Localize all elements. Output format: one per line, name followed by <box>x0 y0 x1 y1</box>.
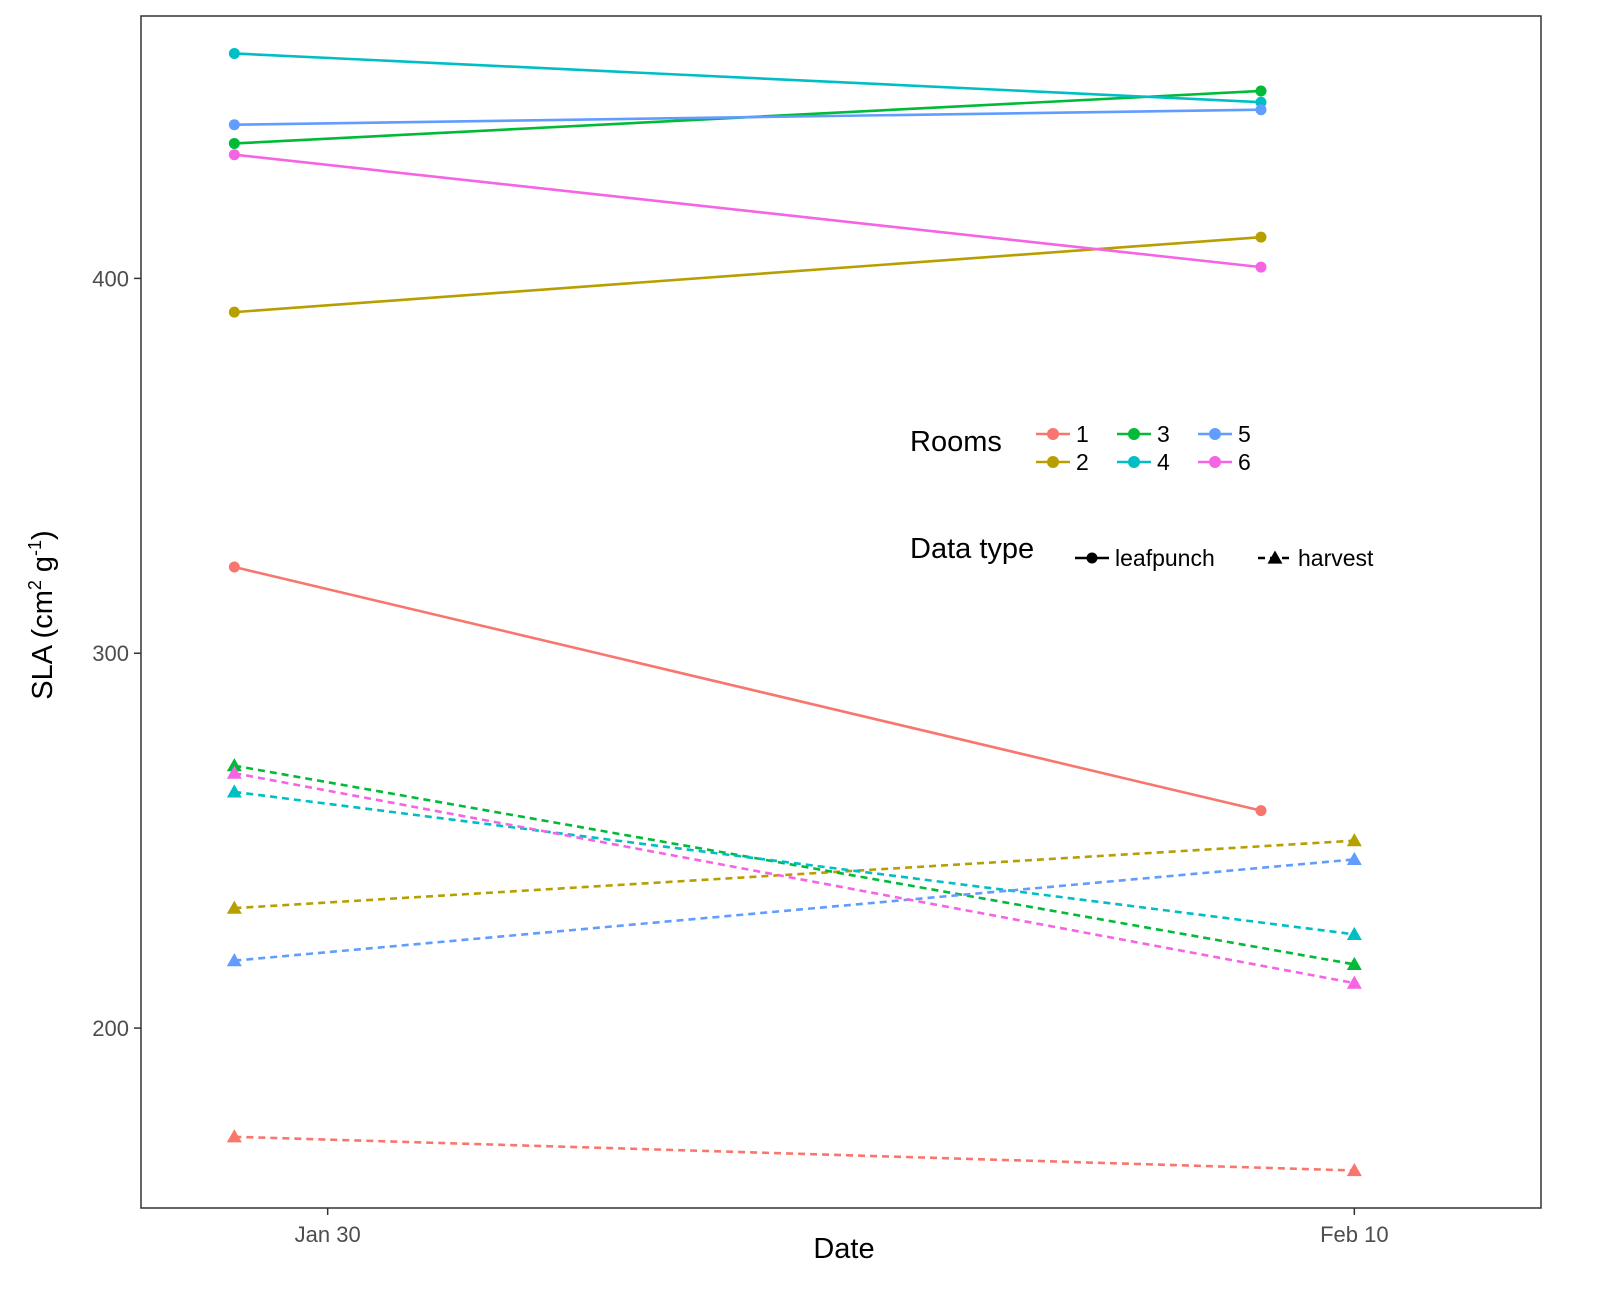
y-axis-title-main: SLA (cm <box>27 590 59 700</box>
legend-key-marker <box>1267 550 1283 564</box>
data-point-triangle <box>226 784 242 798</box>
legend-key-room-5: 5 <box>1198 421 1251 447</box>
series-room-6-leafpunch <box>228 149 1267 273</box>
y-axis-title-end: ) <box>27 530 59 540</box>
legend-key-room-2: 2 <box>1036 449 1089 475</box>
series-line-room-1-leafpunch <box>234 565 1262 812</box>
data-point-triangle <box>226 900 242 914</box>
series-room-5-leafpunch <box>228 104 1267 131</box>
legend-label: 6 <box>1238 449 1251 475</box>
legend-label: 2 <box>1076 449 1089 475</box>
data-point-triangle <box>226 765 242 779</box>
legend-key-marker <box>1047 456 1059 468</box>
legend-key-marker <box>1128 428 1140 440</box>
legend: Rooms Data type 12 34 56 leafpunch harvest <box>910 421 1374 571</box>
series-room-2-harvest <box>226 833 1362 914</box>
x-tick-label: Feb 10 <box>1320 1222 1389 1247</box>
y-tick-label: 400 <box>92 266 129 291</box>
y-axis-title-sup-2: 2 <box>25 580 45 590</box>
series-room-1-harvest <box>226 1129 1362 1177</box>
series-room-4-harvest <box>226 784 1362 940</box>
series-layer <box>226 47 1362 1177</box>
y-axis-title: SLA (cm2 g-1) <box>25 530 59 699</box>
x-axis-title: Date <box>813 1233 874 1265</box>
legend-label: 5 <box>1238 421 1251 447</box>
data-point-circle <box>1255 104 1267 116</box>
series-line-room-3-harvest <box>234 764 1355 966</box>
data-point-circle <box>228 561 240 573</box>
legend-key-room-4: 4 <box>1117 449 1170 475</box>
legend-key-room-3: 3 <box>1117 421 1170 447</box>
series-room-3-harvest <box>226 758 1362 970</box>
legend-label: leafpunch <box>1115 545 1215 571</box>
data-point-triangle <box>226 758 242 772</box>
series-line-room-4-harvest <box>234 790 1355 936</box>
y-tick-label: 300 <box>92 641 129 666</box>
series-line-room-6-leafpunch <box>234 153 1262 269</box>
axes-layer: 200 300 400 Jan 30 Feb 10 <box>92 266 1388 1247</box>
data-point-triangle <box>1346 926 1362 940</box>
data-point-triangle <box>1346 975 1362 989</box>
data-point-circle <box>1255 231 1267 243</box>
data-point-circle <box>228 306 240 318</box>
legend-label: 1 <box>1076 421 1089 447</box>
series-line-room-6-harvest <box>234 771 1355 985</box>
series-line-room-4-leafpunch <box>234 52 1262 104</box>
legend-title-rooms: Rooms <box>910 426 1002 458</box>
legend-key-marker <box>1209 456 1221 468</box>
legend-key-marker <box>1209 428 1221 440</box>
legend-key-marker <box>1128 456 1140 468</box>
legend-title-data-type: Data type <box>910 533 1034 565</box>
legend-label: 4 <box>1157 449 1170 475</box>
legend-key-marker <box>1086 552 1098 564</box>
data-point-circle <box>1255 261 1267 273</box>
legend-label: harvest <box>1298 545 1374 571</box>
series-room-1-leafpunch <box>228 561 1267 817</box>
data-point-triangle <box>1346 851 1362 866</box>
series-room-6-harvest <box>226 765 1362 989</box>
legend-key-room-1: 1 <box>1036 421 1089 447</box>
data-point-circle <box>228 119 240 131</box>
data-point-triangle <box>1346 956 1362 970</box>
series-line-room-5-leafpunch <box>234 108 1262 127</box>
data-point-triangle <box>226 953 242 967</box>
series-room-5-harvest <box>226 851 1362 967</box>
legend-key-type-harvest: harvest <box>1258 545 1374 571</box>
y-axis-title-g: g <box>27 556 59 580</box>
data-point-circle <box>228 47 240 59</box>
data-point-circle <box>228 137 240 149</box>
data-point-triangle <box>226 1129 242 1143</box>
data-point-circle <box>1255 85 1267 97</box>
panel-border <box>140 15 1542 1209</box>
legend-key-room-6: 6 <box>1198 449 1251 475</box>
data-point-circle <box>228 149 240 161</box>
data-point-circle <box>1255 805 1267 817</box>
series-line-room-5-harvest <box>234 858 1355 962</box>
legend-key-type-leafpunch: leafpunch <box>1075 545 1215 571</box>
x-tick-label: Jan 30 <box>295 1222 361 1247</box>
data-point-triangle <box>1346 1163 1362 1177</box>
y-axis-title-sup-minus1: -1 <box>25 540 45 556</box>
y-tick-label: 200 <box>92 1016 129 1041</box>
legend-key-marker <box>1047 428 1059 440</box>
legend-label: 3 <box>1157 421 1170 447</box>
series-line-room-1-harvest <box>234 1135 1355 1172</box>
data-point-triangle <box>1346 833 1362 847</box>
